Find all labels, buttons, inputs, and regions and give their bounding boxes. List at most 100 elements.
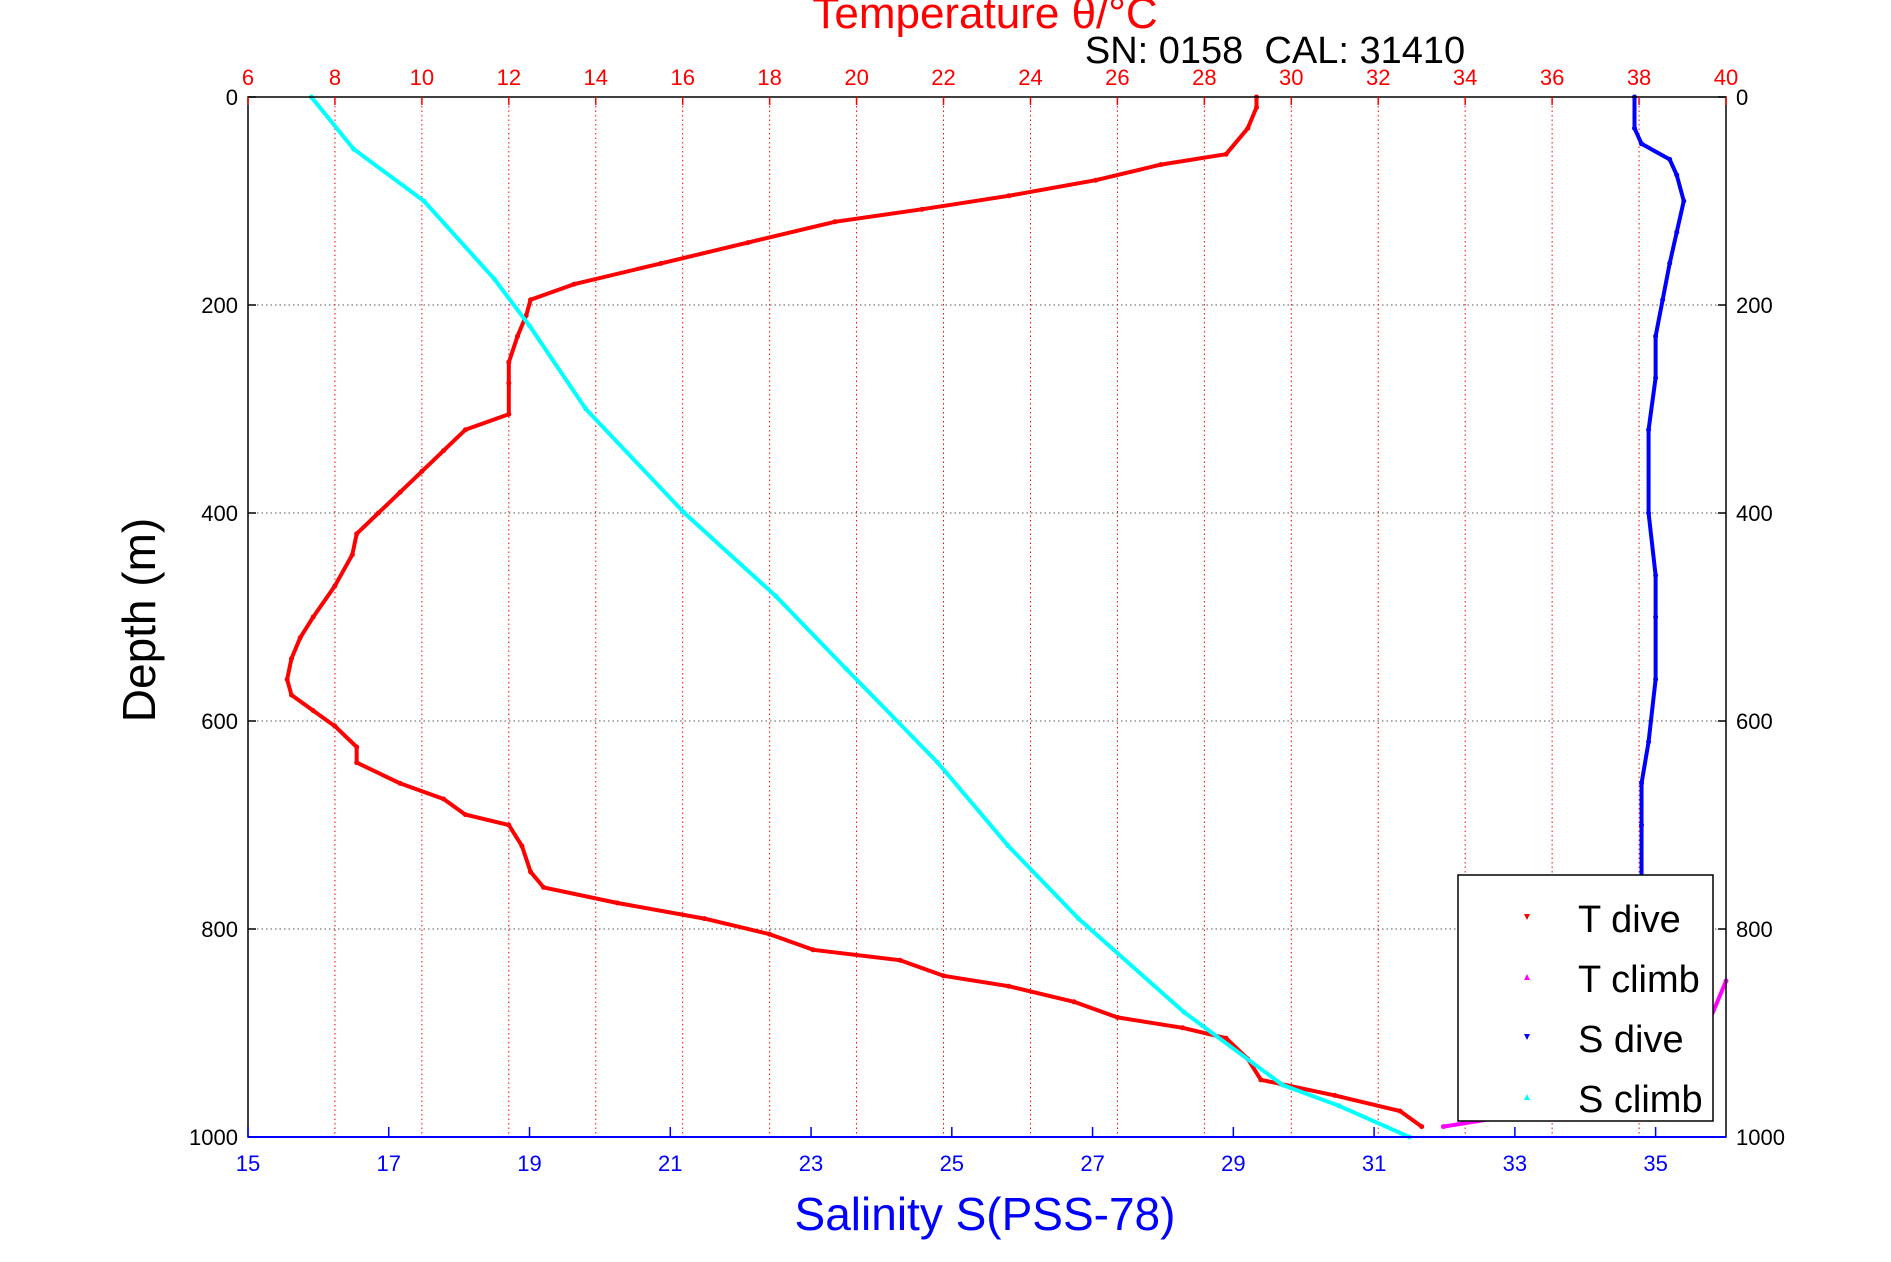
temperature-tick-label: 16 — [670, 65, 694, 90]
legend-marker — [1524, 1094, 1530, 1100]
data-point — [351, 146, 357, 152]
temperature-tick-label: 28 — [1192, 65, 1216, 90]
data-point — [1158, 162, 1164, 168]
chart-title: Temperature θ/°C — [812, 0, 1157, 38]
data-point — [462, 427, 468, 433]
data-point — [541, 884, 547, 890]
data-point — [310, 708, 316, 714]
data-point — [397, 780, 403, 786]
depth-tick-label-left: 600 — [201, 709, 238, 734]
legend-box — [1457, 874, 1714, 1122]
data-point — [615, 900, 620, 906]
legend-label: T climb — [1578, 959, 1700, 1001]
temperature-tick-label: 30 — [1279, 65, 1303, 90]
data-point — [1653, 614, 1659, 620]
salinity-tick-label: 33 — [1503, 1151, 1527, 1176]
depth-tick-label-left: 1000 — [189, 1125, 238, 1150]
data-point — [506, 822, 512, 828]
data-point — [1005, 843, 1011, 849]
data-point — [1093, 177, 1099, 183]
data-point — [441, 448, 447, 454]
legend: T dive T climb S dive S climb — [1457, 874, 1714, 1122]
temperature-tick-label: 20 — [844, 65, 868, 90]
temperature-tick-label: 34 — [1453, 65, 1477, 90]
data-point — [773, 593, 779, 599]
data-point — [397, 489, 403, 495]
temperature-tick-label: 10 — [410, 65, 434, 90]
data-point — [506, 359, 512, 365]
data-point — [1336, 1103, 1342, 1109]
data-point — [1223, 151, 1229, 157]
data-point — [681, 510, 687, 516]
salinity-tick-label: 21 — [658, 1151, 682, 1176]
data-point — [284, 676, 290, 682]
temperature-tick-label: 12 — [497, 65, 521, 90]
data-point — [832, 219, 838, 225]
salinity-tick-label: 19 — [517, 1151, 541, 1176]
data-point — [1114, 1014, 1120, 1020]
data-point — [1632, 125, 1638, 131]
data-point — [491, 276, 497, 282]
data-point — [519, 843, 525, 849]
temperature-tick-label: 24 — [1018, 65, 1042, 90]
data-point — [745, 240, 751, 246]
data-point — [941, 973, 947, 979]
temperature-tick-label: 38 — [1627, 65, 1651, 90]
data-point — [1280, 1082, 1286, 1088]
salinity-tick-label: 17 — [377, 1151, 401, 1176]
data-point — [354, 744, 360, 750]
legend-marker — [1524, 974, 1530, 980]
data-point — [462, 812, 468, 818]
legend-label: S climb — [1578, 1079, 1703, 1121]
axes: 0 0 200 200 400 400 600 600 800 800 1000 1000 6 8 10 12… — [189, 65, 1785, 1176]
series-s-climb — [308, 94, 1412, 1140]
data-point — [897, 957, 903, 963]
data-point — [1681, 198, 1687, 204]
temperature-tick-label: 36 — [1540, 65, 1564, 90]
data-point — [810, 947, 816, 953]
depth-tick-label-right: 0 — [1736, 85, 1748, 110]
depth-tick-label-right: 1000 — [1736, 1125, 1785, 1150]
data-point — [297, 635, 303, 641]
salinity-tick-label: 31 — [1362, 1151, 1386, 1176]
temperature-tick-label: 26 — [1105, 65, 1129, 90]
salinity-tick-label: 29 — [1221, 1151, 1245, 1176]
data-point — [332, 583, 338, 589]
data-point — [1181, 1009, 1187, 1015]
data-point — [1332, 1092, 1338, 1098]
depth-tick-label-right: 600 — [1736, 709, 1773, 734]
data-point — [375, 510, 381, 516]
legend-entries: T dive T climb S dive S climb — [1524, 899, 1703, 1121]
temperature-tick-label: 8 — [329, 65, 341, 90]
data-point — [1646, 739, 1652, 745]
data-point — [1653, 375, 1659, 381]
data-point — [1254, 104, 1260, 110]
data-point — [1674, 172, 1680, 178]
legend-marker — [1524, 914, 1530, 920]
data-point — [527, 323, 533, 329]
data-point — [506, 380, 512, 386]
depth-tick-label-left: 0 — [226, 85, 238, 110]
data-point — [515, 333, 521, 339]
salinity-tick-label: 15 — [236, 1151, 260, 1176]
legend-label: T dive — [1578, 899, 1681, 941]
data-point — [1245, 125, 1251, 131]
data-point — [1646, 510, 1652, 516]
data-point — [354, 531, 360, 537]
data-point — [701, 916, 707, 922]
data-point — [528, 297, 534, 303]
data-point — [310, 614, 316, 620]
data-point — [1258, 1077, 1264, 1083]
data-point — [1667, 260, 1673, 266]
data-point — [767, 931, 773, 937]
data-point — [421, 198, 427, 204]
temperature-tick-label: 6 — [242, 65, 254, 90]
data-point — [1006, 193, 1012, 199]
data-point — [1674, 229, 1680, 235]
data-point — [419, 468, 425, 474]
data-point — [506, 411, 512, 417]
data-point — [349, 552, 355, 558]
salinity-tick-label: 35 — [1643, 1151, 1667, 1176]
data-point — [288, 656, 294, 662]
legend-label: S dive — [1578, 1019, 1684, 1061]
